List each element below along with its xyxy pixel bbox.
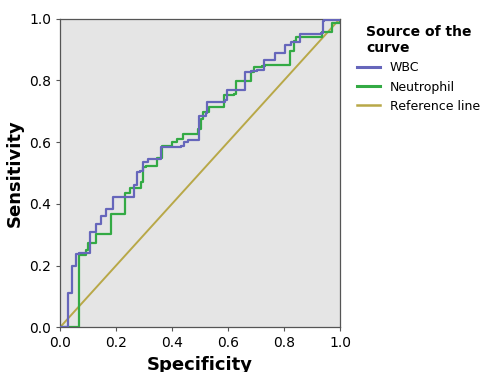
Legend: WBC, Neutrophil, Reference line: WBC, Neutrophil, Reference line [358,25,480,113]
Y-axis label: Sensitivity: Sensitivity [6,119,24,227]
X-axis label: Specificity: Specificity [147,356,253,372]
